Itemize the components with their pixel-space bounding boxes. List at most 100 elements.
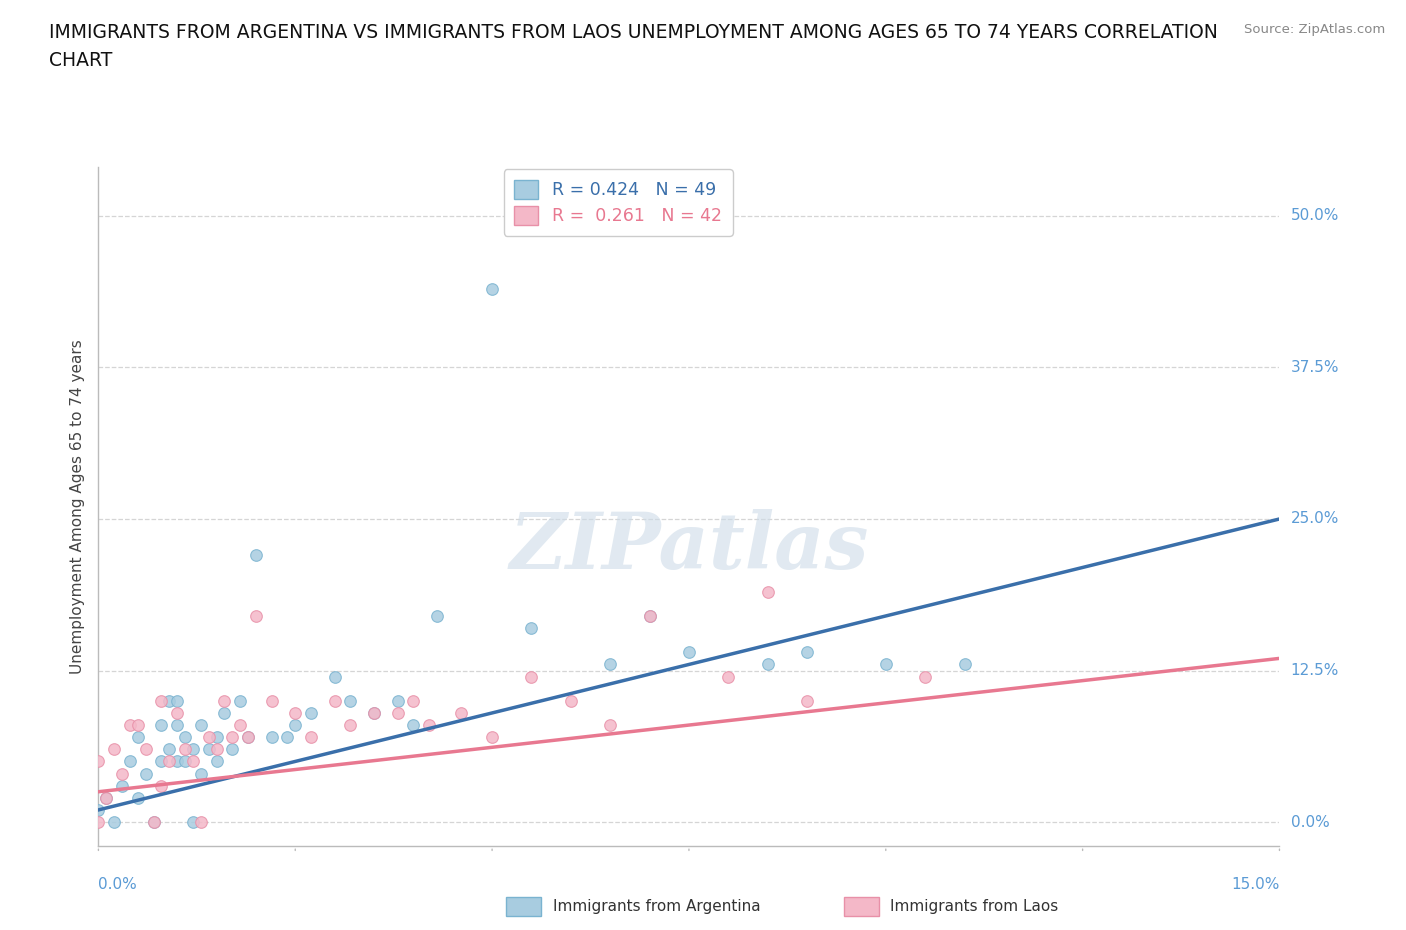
Point <box>190 815 212 830</box>
Point <box>142 815 165 830</box>
Point <box>299 730 322 745</box>
Point <box>135 742 157 757</box>
Text: ZIPatlas: ZIPatlas <box>509 510 869 586</box>
Point <box>638 608 661 623</box>
Point <box>96 790 118 805</box>
Point <box>150 754 173 769</box>
Point <box>323 670 346 684</box>
Point <box>214 706 236 721</box>
Point <box>150 778 173 793</box>
Point <box>756 657 779 671</box>
Point <box>174 730 197 745</box>
Point <box>96 790 118 805</box>
Point <box>205 754 228 769</box>
Point <box>205 742 228 757</box>
Point <box>229 694 252 709</box>
Point <box>299 706 322 721</box>
Point <box>221 730 243 745</box>
Point <box>150 694 173 709</box>
Point <box>875 657 897 671</box>
Point <box>363 706 385 721</box>
Point <box>481 281 503 296</box>
Point <box>717 670 740 684</box>
Point <box>387 694 409 709</box>
Point <box>796 694 818 709</box>
Point <box>181 815 204 830</box>
Point <box>339 718 361 733</box>
Point <box>481 730 503 745</box>
Text: 37.5%: 37.5% <box>1291 360 1339 375</box>
Point <box>560 694 582 709</box>
Text: 0.0%: 0.0% <box>98 877 138 892</box>
Point <box>953 657 976 671</box>
Point <box>197 730 219 745</box>
Point <box>150 718 173 733</box>
Point <box>363 706 385 721</box>
Point <box>142 815 165 830</box>
Point <box>214 694 236 709</box>
Point <box>599 718 621 733</box>
Point <box>260 694 283 709</box>
Y-axis label: Unemployment Among Ages 65 to 74 years: Unemployment Among Ages 65 to 74 years <box>69 339 84 674</box>
Point <box>402 718 425 733</box>
Point <box>127 730 149 745</box>
Text: Immigrants from Argentina: Immigrants from Argentina <box>553 899 761 914</box>
Point <box>236 730 259 745</box>
Text: 12.5%: 12.5% <box>1291 663 1339 678</box>
Point <box>166 706 188 721</box>
Point <box>796 644 818 659</box>
Point <box>103 815 125 830</box>
Point <box>520 670 543 684</box>
Point <box>103 742 125 757</box>
Point <box>127 718 149 733</box>
Text: IMMIGRANTS FROM ARGENTINA VS IMMIGRANTS FROM LAOS UNEMPLOYMENT AMONG AGES 65 TO : IMMIGRANTS FROM ARGENTINA VS IMMIGRANTS … <box>49 23 1218 71</box>
Point <box>157 754 180 769</box>
Point <box>166 718 188 733</box>
Point <box>599 657 621 671</box>
Point <box>418 718 440 733</box>
Point <box>520 620 543 635</box>
Point <box>387 706 409 721</box>
Point <box>190 766 212 781</box>
Legend: R = 0.424   N = 49, R =  0.261   N = 42: R = 0.424 N = 49, R = 0.261 N = 42 <box>503 169 733 235</box>
Text: 15.0%: 15.0% <box>1232 877 1279 892</box>
Text: 0.0%: 0.0% <box>1291 815 1329 830</box>
Point <box>756 584 779 599</box>
Point <box>284 706 307 721</box>
Point <box>245 608 267 623</box>
Point <box>118 718 141 733</box>
Point <box>135 766 157 781</box>
Point <box>229 718 252 733</box>
Point <box>236 730 259 745</box>
Point <box>276 730 298 745</box>
Point <box>166 694 188 709</box>
Point <box>260 730 283 745</box>
Point <box>157 742 180 757</box>
Point <box>678 644 700 659</box>
Point <box>450 706 472 721</box>
Text: Immigrants from Laos: Immigrants from Laos <box>890 899 1059 914</box>
Point <box>174 754 197 769</box>
Point <box>402 694 425 709</box>
Point <box>157 694 180 709</box>
Point <box>166 754 188 769</box>
Point <box>87 754 110 769</box>
Point <box>87 815 110 830</box>
Point <box>339 694 361 709</box>
Point <box>111 778 134 793</box>
Text: 50.0%: 50.0% <box>1291 208 1339 223</box>
Point <box>190 718 212 733</box>
Point <box>205 730 228 745</box>
Point <box>197 742 219 757</box>
Point <box>221 742 243 757</box>
Text: 25.0%: 25.0% <box>1291 512 1339 526</box>
Point <box>87 803 110 817</box>
Point <box>914 670 936 684</box>
Point <box>181 742 204 757</box>
Point <box>181 754 204 769</box>
Point <box>118 754 141 769</box>
Point <box>426 608 449 623</box>
Point <box>174 742 197 757</box>
Point <box>638 608 661 623</box>
Point <box>245 548 267 563</box>
